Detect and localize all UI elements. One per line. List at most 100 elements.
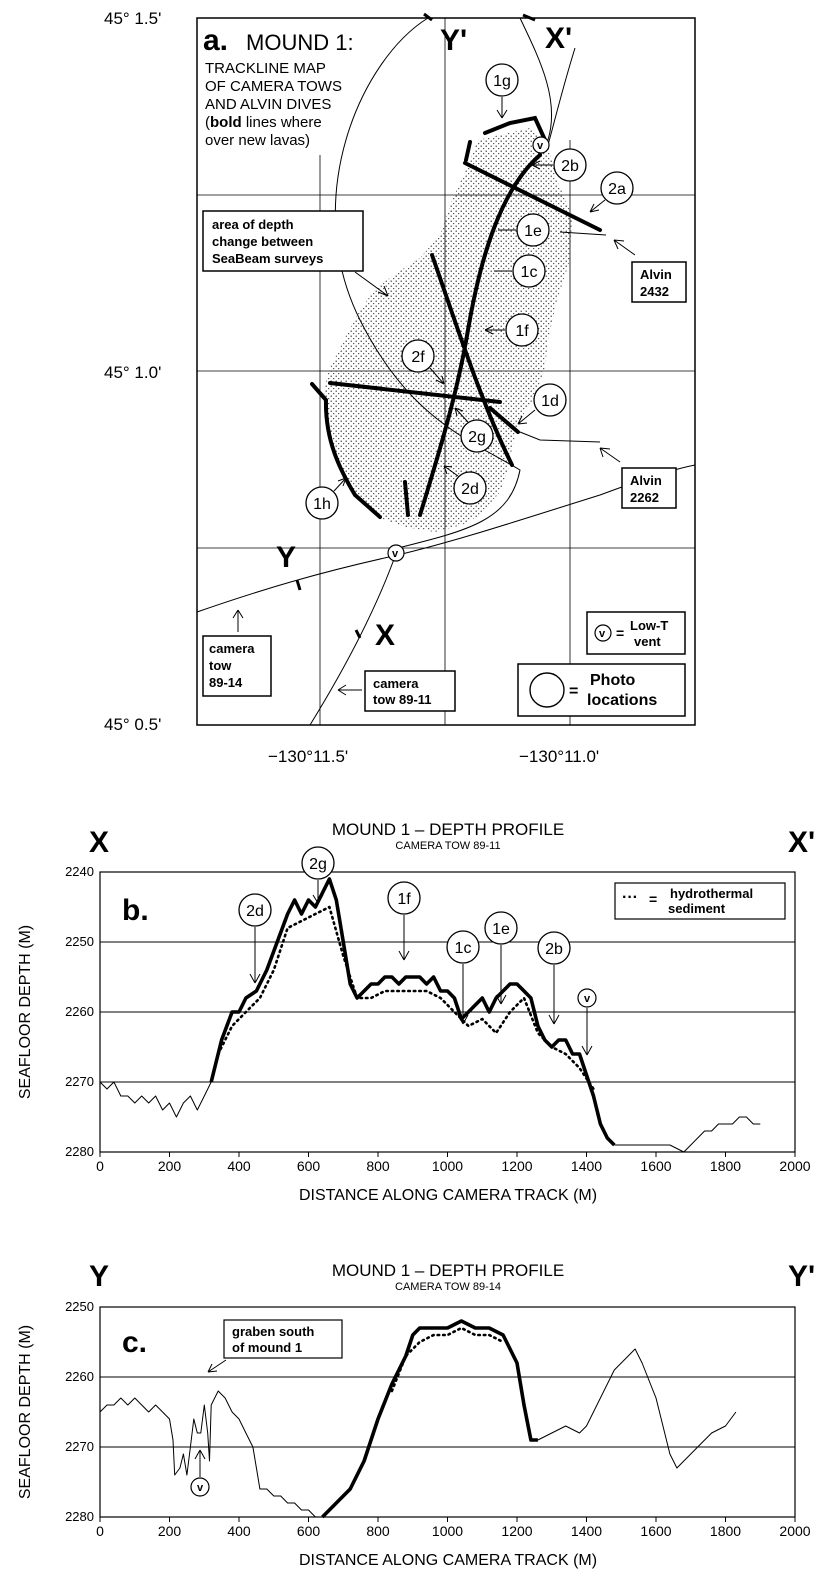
tow-89-11-label: tow 89-11 [373, 692, 432, 707]
x-tick-label: 400 [227, 1523, 251, 1539]
svg-text:2b: 2b [561, 158, 579, 175]
x-tick-label: 1000 [432, 1523, 463, 1539]
photo-callout-1e: 1e [485, 912, 517, 1004]
y-tick-label: 2280 [65, 1144, 94, 1159]
x-tick-label: 600 [297, 1158, 321, 1174]
map-bold-note: (bold lines where [205, 114, 322, 131]
map-panel-letter: a. [203, 24, 228, 57]
svg-text:1c: 1c [455, 940, 472, 957]
x-tick-label: 1800 [710, 1158, 741, 1174]
x-tick-label: 1600 [640, 1523, 671, 1539]
y-tick-label: 2270 [65, 1439, 94, 1454]
svg-text:2g: 2g [468, 429, 486, 446]
profile-b-end-left: X [89, 826, 109, 859]
vent-marker-text: v [392, 548, 399, 560]
section-label-x-prime: X' [545, 22, 572, 55]
lat-label: 45° 1.0' [104, 363, 161, 382]
svg-text:1d: 1d [541, 393, 559, 410]
profile-b-ylabel: SEAFLOOR DEPTH (M) [17, 925, 34, 1099]
y-tick-label: 2250 [65, 1299, 94, 1314]
profile-c-vent-text: v [197, 1482, 204, 1494]
x-tick-label: 1200 [501, 1523, 532, 1539]
profile-b: MOUND 1 – DEPTH PROFILE CAMERA TOW 89-11… [17, 820, 815, 1204]
series-line-dotted [218, 907, 593, 1089]
svg-text:2g: 2g [309, 856, 327, 873]
section-label-y: Y [276, 541, 296, 574]
tow-89-11-arrow [338, 685, 362, 695]
profile-b-end-right: X' [788, 826, 815, 859]
profile-c-xlabel: DISTANCE ALONG CAMERA TRACK (M) [299, 1552, 597, 1569]
y-tick-label: 2250 [65, 934, 94, 949]
photo-callout-2b: 2b [538, 932, 570, 1024]
photo-callout-2g: 2g [302, 847, 334, 903]
series-line-thin [614, 1117, 760, 1152]
profile-c-end-left: Y [89, 1260, 109, 1293]
x-tick-label: 200 [158, 1523, 182, 1539]
alvin-2262-track [520, 432, 600, 442]
alvin-2262-label: Alvin [630, 473, 662, 488]
map-bold-note-line2: over new lavas) [205, 132, 310, 149]
map-subtitle-line: AND ALVIN DIVES [205, 96, 331, 113]
series-line-thin [100, 1082, 211, 1117]
x-tick-label: 0 [96, 1158, 104, 1174]
tow-89-14-label: camera [209, 641, 255, 656]
x-tick-label: 2000 [779, 1158, 810, 1174]
photo-1g: 1g [486, 64, 518, 118]
photo-legend-text: locations [587, 692, 657, 709]
x-tick-label: 600 [297, 1523, 321, 1539]
svg-text:2a: 2a [608, 181, 626, 198]
profile-b-title: MOUND 1 – DEPTH PROFILE [332, 820, 564, 839]
profile-b-legend-text: sediment [668, 901, 726, 916]
vent-legend-text: vent [634, 634, 661, 649]
svg-text:v: v [584, 993, 591, 1005]
series-b [100, 879, 760, 1152]
x-tick-label: 1200 [501, 1158, 532, 1174]
x-tick-label: 0 [96, 1523, 104, 1539]
alvin-2262-arrow [600, 448, 620, 462]
section-tick-y [297, 580, 300, 590]
alvin-2432-arrow [614, 240, 635, 255]
profile-c-end-right: Y' [788, 1260, 815, 1293]
x-tick-label: 400 [227, 1158, 251, 1174]
profile-c-title: MOUND 1 – DEPTH PROFILE [332, 1261, 564, 1280]
photo-callout-1f: 1f [388, 882, 420, 960]
trackline-map: a. MOUND 1: TRACKLINE MAP OF CAMERA TOWS… [104, 9, 695, 766]
vent-legend-text: Low-T [630, 618, 668, 633]
vent-legend-eq: = [616, 625, 624, 641]
section-tick-x [356, 630, 360, 638]
profile-c-vent-arrow [195, 1450, 205, 1477]
map-subtitle-line: OF CAMERA TOWS [205, 78, 342, 95]
y-tick-label: 2270 [65, 1074, 94, 1089]
photo-legend-eq: = [569, 683, 578, 700]
map-subtitle-line: TRACKLINE MAP [205, 60, 326, 77]
section-label-y-prime: Y' [440, 24, 467, 57]
tow-89-11-label: camera [373, 676, 419, 691]
alvin-2432-label: Alvin [640, 267, 672, 282]
graben-text: graben south [232, 1324, 314, 1339]
grid-c [100, 1377, 795, 1447]
series-line-thin [538, 1349, 736, 1468]
tow-89-14-label: 89-14 [209, 675, 243, 690]
profile-c-panel-letter: c. [122, 1326, 147, 1359]
lat-label: 45° 0.5' [104, 715, 161, 734]
profile-b-legend-symbol: ··· [622, 889, 638, 906]
x-tick-label: 800 [366, 1158, 390, 1174]
photo-2a: 2a [590, 172, 633, 212]
x-tick-label: 1400 [571, 1523, 602, 1539]
x-tick-label: 200 [158, 1158, 182, 1174]
series-line-thin [100, 1391, 322, 1517]
svg-text:1f: 1f [515, 323, 529, 340]
tow-89-14-label: tow [209, 658, 232, 673]
profile-b-xlabel: DISTANCE ALONG CAMERA TRACK (M) [299, 1187, 597, 1204]
map-title: MOUND 1: [246, 30, 354, 55]
x-tick-label: 1800 [710, 1523, 741, 1539]
lon-label: −130°11.0' [519, 747, 599, 766]
vent-marker-text: v [537, 140, 544, 152]
area-box-line: change between [212, 234, 313, 249]
y-tick-label: 2260 [65, 1004, 94, 1019]
area-box-line: area of depth [212, 217, 294, 232]
svg-text:1c: 1c [521, 264, 538, 281]
svg-text:2d: 2d [246, 903, 264, 920]
x-tick-label: 800 [366, 1523, 390, 1539]
